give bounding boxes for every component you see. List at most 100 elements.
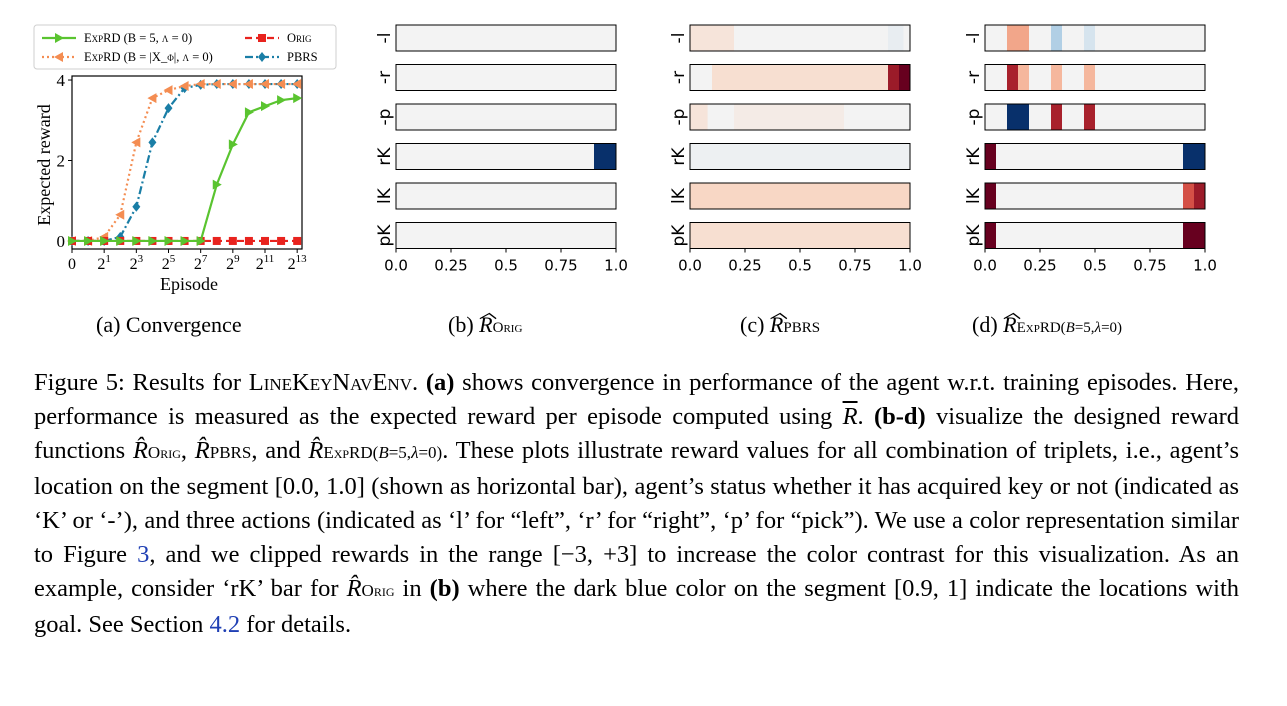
heatmap-row-pK: pK <box>375 222 617 249</box>
heatmap-bar-bg <box>396 183 616 209</box>
heatmap-cell <box>899 64 910 91</box>
figure: ExpRD (B = 5, λ = 0) ExpRD (B = |X_φ|, λ … <box>33 24 1217 294</box>
data-point <box>228 139 238 150</box>
heatmap-cell <box>1084 25 1095 51</box>
heatmap-cell <box>1007 25 1029 51</box>
data-point <box>68 235 77 246</box>
data-point <box>243 79 253 90</box>
row-label: rK <box>669 147 689 166</box>
caption-d-label: (d) <box>972 312 998 337</box>
heatmap-row-rK: rK <box>375 143 617 170</box>
heatmap-cell <box>690 143 910 170</box>
heatmap-bar-bg <box>985 222 1205 249</box>
data-point <box>276 79 286 90</box>
legend-label: ExpRD (B = |X_φ|, λ = 0) <box>84 50 213 64</box>
heatmap-cell <box>1018 64 1029 91</box>
r-bar-symbol: R <box>842 403 858 430</box>
x-tick-label: 0.25 <box>728 257 761 275</box>
x-tick-label: 0.75 <box>1133 257 1166 275</box>
x-tick-label: 25 <box>162 253 176 273</box>
panel-b-heatmap: -l -r -p rK lK pK 0.0 0.25 0.5 0.75 1.0 <box>375 24 628 275</box>
x-tick-label: 0.0 <box>678 257 702 275</box>
caption-c-label: (c) <box>740 312 765 337</box>
caption-body-1: These plots illustrate reward values for… <box>34 437 1240 568</box>
heatmap-bar-frame <box>395 64 617 91</box>
row-label: pK <box>669 224 689 247</box>
y-axis-label: Expected reward <box>34 104 54 225</box>
row-label: -p <box>964 109 984 126</box>
row-label: -l <box>964 33 984 44</box>
legend-entry: ExpRD (B = 5, λ = 0) <box>42 31 192 45</box>
section-ref-link[interactable]: 4.2 <box>209 611 241 638</box>
data-point <box>293 236 302 245</box>
data-point <box>180 235 190 246</box>
heatmap-bar-frame <box>984 103 1206 131</box>
heatmap-cell <box>734 104 844 130</box>
x-tick-label: 0.75 <box>544 257 577 275</box>
row-label: lK <box>964 187 984 204</box>
data-point <box>261 101 271 112</box>
heatmap-row-no-key-l: -l <box>669 24 911 52</box>
caption-c-math: ︿ RPBRS <box>769 302 821 337</box>
caption-bd-label: (b-d) <box>873 403 926 430</box>
legend-label: PBRS <box>287 50 318 64</box>
data-point <box>261 236 270 245</box>
data-point <box>148 235 158 246</box>
caption-c: (c) ︿ RPBRS <box>740 302 821 338</box>
heatmap-bar-frame <box>395 103 617 131</box>
heatmap-cell <box>690 183 910 209</box>
heatmap-cell <box>690 25 734 51</box>
heatmap-cell <box>712 64 888 91</box>
heatmap-row-pK: pK <box>964 222 1206 249</box>
heatmap-cell <box>1007 104 1029 130</box>
data-point <box>163 85 173 96</box>
legend-marker <box>258 52 266 62</box>
heatmap-bar-frame <box>984 143 1206 170</box>
heatmap-cell <box>1084 64 1095 91</box>
heatmap-bar-bg <box>396 64 616 91</box>
x-tick-label: 213 <box>288 253 308 273</box>
x-tick-label: 0 <box>68 256 76 273</box>
data-point <box>277 236 286 245</box>
heatmap-row-pK: pK <box>669 222 911 249</box>
heatmap-bar-bg <box>985 183 1205 209</box>
x-tick-label: 27 <box>194 253 208 273</box>
row-label: lK <box>669 187 689 204</box>
heatmap-row-no-key-r: -r <box>669 64 911 91</box>
row-label: -p <box>669 109 689 126</box>
caption-b-label: (b) <box>448 312 474 337</box>
row-label: -r <box>669 71 689 84</box>
data-point <box>147 93 157 104</box>
data-point <box>179 81 189 92</box>
r-orig-symbol-2: R̂Orig <box>346 575 395 602</box>
heatmap-bar-frame <box>689 143 911 170</box>
row-label: -l <box>669 33 689 44</box>
row-label: rK <box>964 147 984 166</box>
heatmap-cell <box>1051 104 1062 130</box>
heatmap-cell <box>888 64 899 91</box>
data-point <box>115 209 125 220</box>
heatmap-row-no-key-r: -r <box>375 64 617 91</box>
caption-bd-text: visualize the designed reward functions <box>34 403 1240 464</box>
heatmap-cell <box>985 222 996 249</box>
caption-body-2: , and we clipped rewards in the range [−… <box>34 541 1240 602</box>
y-tick-label: 0 <box>57 232 66 251</box>
caption-b-math: ︿ ROrig <box>479 302 523 337</box>
heatmap-bar-frame <box>984 182 1206 210</box>
heatmap-row-no-key-p: -p <box>964 103 1206 131</box>
data-point <box>132 235 142 246</box>
heatmap-cell <box>1183 183 1194 209</box>
data-point <box>131 137 141 148</box>
x-tick-label: 29 <box>226 253 240 273</box>
caption-a-label: (a) <box>425 369 455 396</box>
heatmap-bar-bg <box>396 104 616 130</box>
data-point <box>148 137 157 148</box>
legend: ExpRD (B = 5, λ = 0) ExpRD (B = |X_φ|, λ … <box>42 31 318 64</box>
caption-d-math: ︿ RExpRD(B=5,λ=0) <box>1003 302 1123 337</box>
data-point <box>292 79 302 90</box>
figure-ref-link[interactable]: 3 <box>137 541 150 568</box>
legend-marker <box>258 34 266 42</box>
heatmap-bar-frame <box>395 24 617 52</box>
heatmap-row-lK: lK <box>375 182 617 210</box>
row-label: pK <box>964 224 984 247</box>
